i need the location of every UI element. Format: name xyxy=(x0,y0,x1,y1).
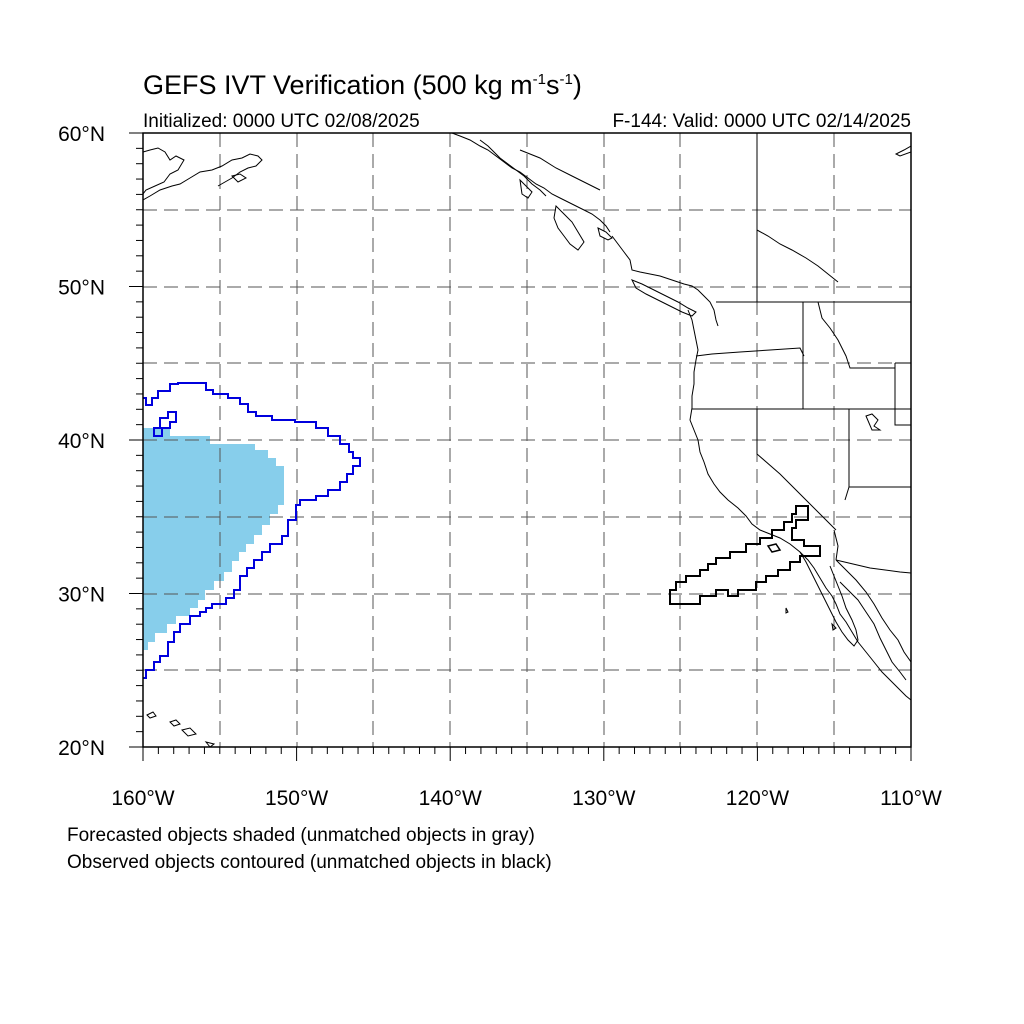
lat-label: 40°N xyxy=(58,430,105,453)
latitude-labels: 60°N 50°N 40°N 30°N 20°N xyxy=(58,123,105,760)
note-observed-objects: Observed objects contoured (unmatched ob… xyxy=(67,852,552,873)
lat-label: 30°N xyxy=(58,584,105,607)
observed-object-unmatched xyxy=(669,505,821,605)
observed-object-matched-inner xyxy=(153,411,177,437)
valid-time: F-144: Valid: 0000 UTC 02/14/2025 xyxy=(612,111,911,132)
longitude-labels: 160°W 150°W 140°W 130°W 120°W 110°W xyxy=(111,787,942,810)
lon-label: 110°W xyxy=(880,787,942,810)
lat-label: 60°N xyxy=(58,123,105,146)
initialized-time: Initialized: 0000 UTC 02/08/2025 xyxy=(143,111,420,132)
gridlines xyxy=(143,133,911,747)
lon-label: 160°W xyxy=(111,787,174,810)
lon-label: 130°W xyxy=(572,787,635,810)
lon-label: 140°W xyxy=(419,787,482,810)
forecast-object-shaded xyxy=(143,428,284,650)
observed-object-unmatched-hole xyxy=(766,543,782,553)
coastlines xyxy=(143,133,911,747)
lon-label: 150°W xyxy=(265,787,328,810)
lon-label: 120°W xyxy=(726,787,789,810)
lat-label: 20°N xyxy=(58,737,105,760)
observed-object-matched xyxy=(143,382,361,679)
note-forecast-objects: Forecasted objects shaded (unmatched obj… xyxy=(67,825,535,846)
map-title: GEFS IVT Verification (500 kg m-1s-1) xyxy=(143,70,582,100)
lat-label: 50°N xyxy=(58,277,105,300)
tick-marks xyxy=(129,132,912,761)
